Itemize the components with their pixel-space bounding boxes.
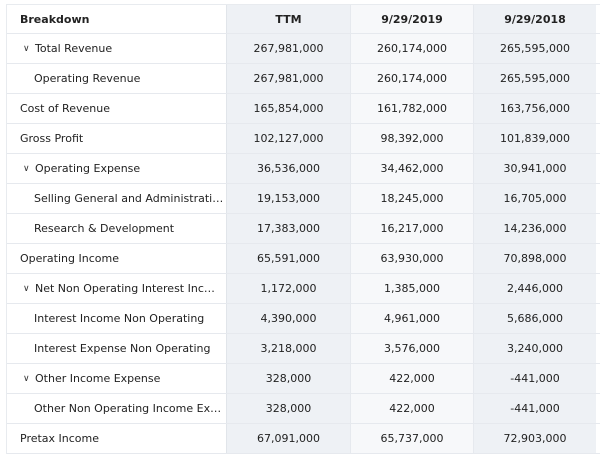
row-label: Operating Revenue bbox=[7, 64, 226, 93]
row-label-text: Operating Income bbox=[20, 252, 119, 265]
value-cell: 1,385,000 bbox=[350, 274, 473, 303]
financials-table: Breakdown TTM 9/29/2019 9/29/2018 ∨ Total… bbox=[6, 4, 600, 454]
value-cell: 4,961,000 bbox=[350, 304, 473, 333]
chevron-down-icon[interactable]: ∨ bbox=[23, 373, 30, 384]
row-label: Research & Development bbox=[7, 214, 226, 243]
value-cell: 17,383,000 bbox=[226, 214, 350, 243]
row-label-text: Gross Profit bbox=[20, 132, 84, 145]
value-cell: 101,839,000 bbox=[473, 124, 596, 153]
row-label: Pretax Income bbox=[7, 424, 226, 453]
value-cell: 161,782,000 bbox=[350, 94, 473, 123]
table-row: ∨ Total Revenue 267,981,000 260,174,000 265,… bbox=[7, 34, 600, 64]
value-cell: 3,240,000 bbox=[473, 334, 596, 363]
row-label-text: Operating Revenue bbox=[34, 72, 141, 85]
value-cell: 65,591,000 bbox=[226, 244, 350, 273]
value-cell: 260,174,000 bbox=[350, 64, 473, 93]
value-cell: -441,000 bbox=[473, 394, 596, 423]
row-label-expand-toggle[interactable]: ∨ Operating Expense bbox=[7, 154, 226, 183]
value-cell: 34,462,000 bbox=[350, 154, 473, 183]
chevron-down-icon[interactable]: ∨ bbox=[23, 163, 30, 174]
row-label-expand-toggle[interactable]: ∨ Net Non Operating Interest Inc… bbox=[7, 274, 226, 303]
value-cell: 16,217,000 bbox=[350, 214, 473, 243]
value-cell: 265,595,000 bbox=[473, 34, 596, 63]
table-row: Operating Revenue 267,981,000 260,174,000 2… bbox=[7, 64, 600, 94]
row-label: Other Non Operating Income Ex… bbox=[7, 394, 226, 423]
value-cell: -441,000 bbox=[473, 364, 596, 393]
value-cell: 67,091,000 bbox=[226, 424, 350, 453]
row-label-text: Interest Income Non Operating bbox=[34, 312, 205, 325]
row-label: Selling General and Administrati… bbox=[7, 184, 226, 213]
value-cell: 165,854,000 bbox=[226, 94, 350, 123]
row-label-expand-toggle[interactable]: ∨ Total Revenue bbox=[7, 34, 226, 63]
row-label-text: Selling General and Administrati… bbox=[34, 192, 224, 205]
table-row: Pretax Income 67,091,000 65,737,000 72,903,… bbox=[7, 424, 600, 454]
value-cell: 1,172,000 bbox=[226, 274, 350, 303]
header-2018: 9/29/2018 bbox=[473, 5, 596, 33]
value-cell: 328,000 bbox=[226, 364, 350, 393]
table-row: Cost of Revenue 165,854,000 161,782,000 163… bbox=[7, 94, 600, 124]
value-cell: 36,536,000 bbox=[226, 154, 350, 183]
row-label: Interest Income Non Operating bbox=[7, 304, 226, 333]
table-row: ∨ Other Income Expense 328,000 422,000 -441,… bbox=[7, 364, 600, 394]
value-cell: 65,737,000 bbox=[350, 424, 473, 453]
row-label-text: Pretax Income bbox=[20, 432, 100, 445]
row-label-text: Net Non Operating Interest Inc… bbox=[35, 282, 215, 295]
row-label-text: Operating Expense bbox=[35, 162, 141, 175]
value-cell: 163,756,000 bbox=[473, 94, 596, 123]
value-cell: 265,595,000 bbox=[473, 64, 596, 93]
row-label-text: Other Income Expense bbox=[35, 372, 161, 385]
value-cell: 14,236,000 bbox=[473, 214, 596, 243]
value-cell: 422,000 bbox=[350, 394, 473, 423]
table-row: Interest Income Non Operating 4,390,000 4,… bbox=[7, 304, 600, 334]
value-cell: 267,981,000 bbox=[226, 34, 350, 63]
value-cell: 98,392,000 bbox=[350, 124, 473, 153]
table-row: ∨ Operating Expense 36,536,000 34,462,000 30… bbox=[7, 154, 600, 184]
value-cell: 260,174,000 bbox=[350, 34, 473, 63]
table-row: Interest Expense Non Operating 3,218,000 3… bbox=[7, 334, 600, 364]
table-row: Selling General and Administrati… 19,153,… bbox=[7, 184, 600, 214]
row-label-text: Cost of Revenue bbox=[20, 102, 110, 115]
value-cell: 16,705,000 bbox=[473, 184, 596, 213]
row-label-text: Interest Expense Non Operating bbox=[34, 342, 211, 355]
value-cell: 70,898,000 bbox=[473, 244, 596, 273]
table-row: Operating Income 65,591,000 63,930,000 70,8… bbox=[7, 244, 600, 274]
value-cell: 3,218,000 bbox=[226, 334, 350, 363]
value-cell: 30,941,000 bbox=[473, 154, 596, 183]
value-cell: 63,930,000 bbox=[350, 244, 473, 273]
header-breakdown: Breakdown bbox=[7, 5, 226, 33]
value-cell: 422,000 bbox=[350, 364, 473, 393]
header-2019: 9/29/2019 bbox=[350, 5, 473, 33]
chevron-down-icon[interactable]: ∨ bbox=[23, 43, 30, 54]
row-label: Gross Profit bbox=[7, 124, 226, 153]
value-cell: 19,153,000 bbox=[226, 184, 350, 213]
row-label-text: Total Revenue bbox=[35, 42, 113, 55]
value-cell: 102,127,000 bbox=[226, 124, 350, 153]
value-cell: 4,390,000 bbox=[226, 304, 350, 333]
value-cell: 328,000 bbox=[226, 394, 350, 423]
row-label-text: Other Non Operating Income Ex… bbox=[34, 402, 222, 415]
table-row: ∨ Net Non Operating Interest Inc… 1,172,00… bbox=[7, 274, 600, 304]
value-cell: 18,245,000 bbox=[350, 184, 473, 213]
row-label: Interest Expense Non Operating bbox=[7, 334, 226, 363]
table-row: Gross Profit 102,127,000 98,392,000 101,839… bbox=[7, 124, 600, 154]
table-row: Research & Development 17,383,000 16,217,0… bbox=[7, 214, 600, 244]
table-header: Breakdown TTM 9/29/2019 9/29/2018 bbox=[7, 5, 600, 34]
value-cell: 72,903,000 bbox=[473, 424, 596, 453]
header-ttm: TTM bbox=[226, 5, 350, 33]
table-row: Other Non Operating Income Ex… 328,000 422… bbox=[7, 394, 600, 424]
row-label-expand-toggle[interactable]: ∨ Other Income Expense bbox=[7, 364, 226, 393]
chevron-down-icon[interactable]: ∨ bbox=[23, 283, 30, 294]
value-cell: 267,981,000 bbox=[226, 64, 350, 93]
row-label-text: Research & Development bbox=[34, 222, 175, 235]
value-cell: 5,686,000 bbox=[473, 304, 596, 333]
value-cell: 2,446,000 bbox=[473, 274, 596, 303]
value-cell: 3,576,000 bbox=[350, 334, 473, 363]
row-label: Operating Income bbox=[7, 244, 226, 273]
row-label: Cost of Revenue bbox=[7, 94, 226, 123]
